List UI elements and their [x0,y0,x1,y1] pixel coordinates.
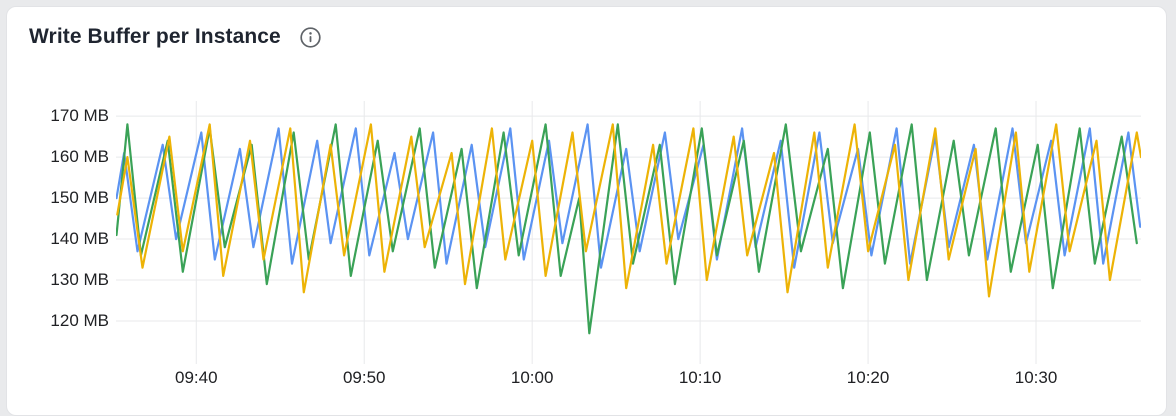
y-tick-label: 150 MB [50,188,109,208]
series-yellow-line [116,123,1141,298]
y-tick-label: 120 MB [50,310,109,330]
x-tick-label: 09:50 [342,368,386,387]
metric-card: Write Buffer per Instance 170 MB 160 MB 15… [6,6,1167,416]
x-tick-label: 09:40 [174,368,218,387]
series-blue-line [116,123,1141,269]
chart-title: Write Buffer per Instance [29,24,281,48]
series-green-line [116,123,1138,335]
x-tick-label: 10:00 [510,368,554,387]
info-icon[interactable] [299,26,322,49]
y-tick-label: 140 MB [50,229,109,249]
card-header: Write Buffer per Instance [29,24,322,49]
chart-series-lines [116,123,1141,335]
line-chart-plot-area[interactable] [116,101,1141,364]
y-tick-label: 170 MB [50,106,109,126]
x-tick-label: 10:30 [1014,368,1058,387]
line-chart-canvas[interactable] [116,101,1141,364]
x-tick-label: 10:20 [846,368,890,387]
y-tick-label: 130 MB [50,270,109,290]
y-tick-label: 160 MB [50,147,109,167]
x-tick-label: 10:10 [678,368,722,387]
